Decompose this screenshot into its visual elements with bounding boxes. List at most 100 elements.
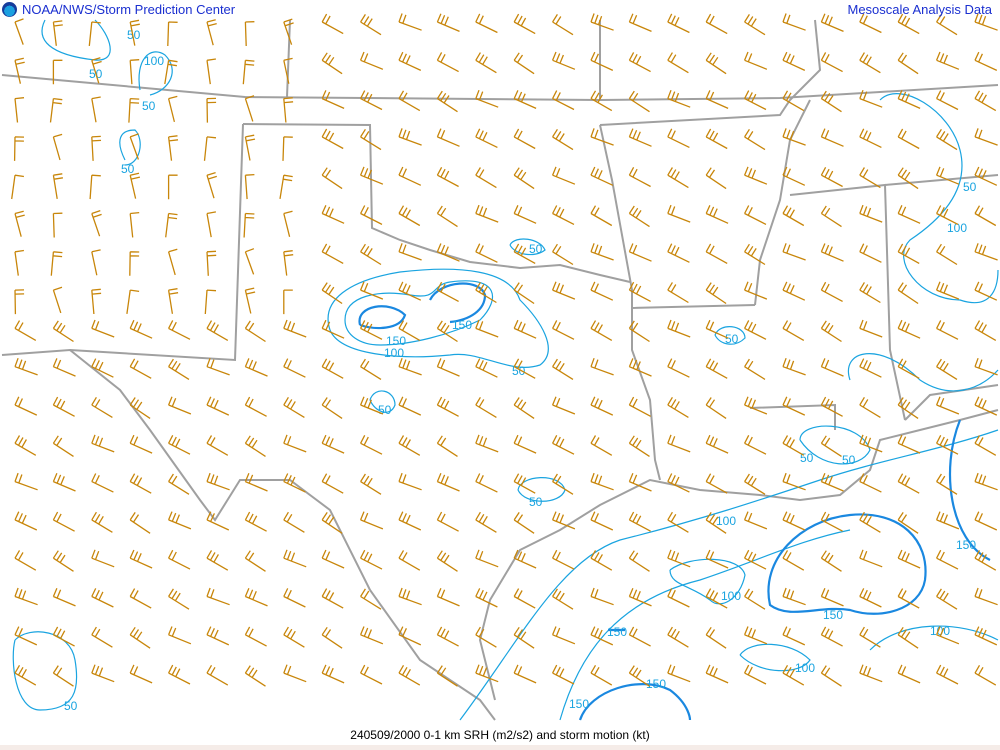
- wind-barb: [744, 358, 766, 380]
- wind-barb: [820, 550, 842, 572]
- wind-barb: [974, 626, 998, 646]
- wind-barb: [590, 205, 613, 227]
- wind-barb: [321, 664, 345, 684]
- wind-barb: [244, 21, 255, 47]
- wind-barb: [359, 51, 384, 70]
- wind-barb: [667, 396, 689, 418]
- wind-barb: [359, 396, 384, 415]
- wind-barb: [552, 588, 574, 610]
- wind-barb: [628, 473, 652, 492]
- wind-barb: [168, 473, 190, 495]
- wind-barb: [897, 13, 920, 35]
- border-nm-tx: [69, 123, 244, 362]
- wind-barb: [283, 473, 306, 493]
- wind-barb: [89, 174, 101, 200]
- wind-barb: [513, 243, 536, 264]
- wind-barb: [859, 167, 881, 189]
- wind-barb: [667, 588, 690, 608]
- wind-barb: [782, 626, 806, 646]
- wind-barb: [820, 281, 843, 302]
- wind-barb: [820, 473, 844, 492]
- wind-barb: [513, 512, 535, 534]
- wind-barb: [283, 97, 294, 123]
- wind-barb: [360, 435, 383, 455]
- wind-barbs: [11, 13, 998, 687]
- wind-barb: [398, 166, 422, 186]
- wind-barb: [782, 166, 806, 186]
- wind-barb: [936, 320, 959, 340]
- wind-barb: [936, 664, 959, 685]
- wind-barb: [88, 21, 101, 46]
- wind-barb: [667, 13, 690, 34]
- wind-barb: [244, 248, 255, 275]
- wind-barb: [206, 250, 217, 276]
- wind-barb: [167, 511, 192, 530]
- contour-label: 100: [384, 346, 404, 360]
- wind-barb: [321, 282, 343, 305]
- wind-barb: [436, 587, 460, 607]
- wind-barb: [14, 57, 25, 84]
- wind-barb: [859, 434, 883, 453]
- wind-barb: [244, 173, 255, 200]
- wind-barb: [820, 511, 843, 532]
- wind-barb: [475, 167, 497, 189]
- wind-barb: [628, 626, 651, 647]
- wind-barb: [551, 281, 576, 300]
- wind-barb: [744, 128, 766, 151]
- wind-barb: [91, 135, 102, 161]
- wind-barb: [974, 166, 998, 186]
- wind-barb: [206, 357, 230, 376]
- wind-barb: [859, 89, 883, 108]
- wind-barb: [436, 396, 459, 417]
- wind-barb: [360, 243, 382, 266]
- wind-barb: [14, 587, 38, 606]
- wind-barb: [936, 128, 958, 151]
- border-tx-la: [631, 308, 661, 481]
- wind-barb: [936, 205, 959, 225]
- wind-barb: [552, 205, 575, 225]
- wind-barb: [168, 320, 191, 340]
- wind-barb: [897, 128, 920, 150]
- wind-barb: [168, 549, 191, 570]
- wind-barb: [859, 396, 881, 418]
- wind-barb: [321, 319, 345, 339]
- wind-barb: [475, 473, 498, 493]
- wind-barb: [398, 13, 422, 31]
- wind-barb: [91, 664, 115, 683]
- wind-barb: [398, 90, 421, 112]
- wind-barb: [859, 626, 881, 648]
- wind-barb: [820, 128, 844, 147]
- wind-barb: [897, 473, 920, 494]
- wind-barb: [91, 549, 115, 568]
- wind-barb: [475, 13, 498, 34]
- wind-barb: [974, 587, 998, 606]
- wind-barb: [743, 166, 768, 185]
- wind-barb: [398, 128, 422, 146]
- wind-barb: [744, 90, 767, 111]
- border-north: [1, 74, 999, 102]
- contour-label: 50: [800, 451, 814, 465]
- wind-barb: [782, 664, 805, 686]
- wind-barb: [628, 358, 652, 377]
- contour-label: 150: [823, 608, 843, 622]
- wind-barb: [705, 626, 727, 649]
- wind-barb: [321, 13, 344, 35]
- contour-label: 50: [529, 495, 543, 509]
- wind-barb: [360, 549, 383, 570]
- wind-barb: [820, 435, 842, 457]
- wind-barb: [590, 435, 613, 456]
- wind-barb: [206, 626, 230, 646]
- wind-barb: [321, 626, 343, 649]
- wind-barb: [667, 52, 689, 74]
- wind-barb: [705, 13, 728, 35]
- wind-barb: [859, 52, 881, 74]
- wind-barb: [667, 473, 690, 493]
- wind-barb: [513, 549, 537, 569]
- wind-barb: [667, 549, 691, 568]
- wind-barb: [398, 550, 421, 571]
- wind-barb: [513, 52, 535, 75]
- wind-barb: [436, 166, 459, 188]
- wind-barb: [436, 90, 458, 113]
